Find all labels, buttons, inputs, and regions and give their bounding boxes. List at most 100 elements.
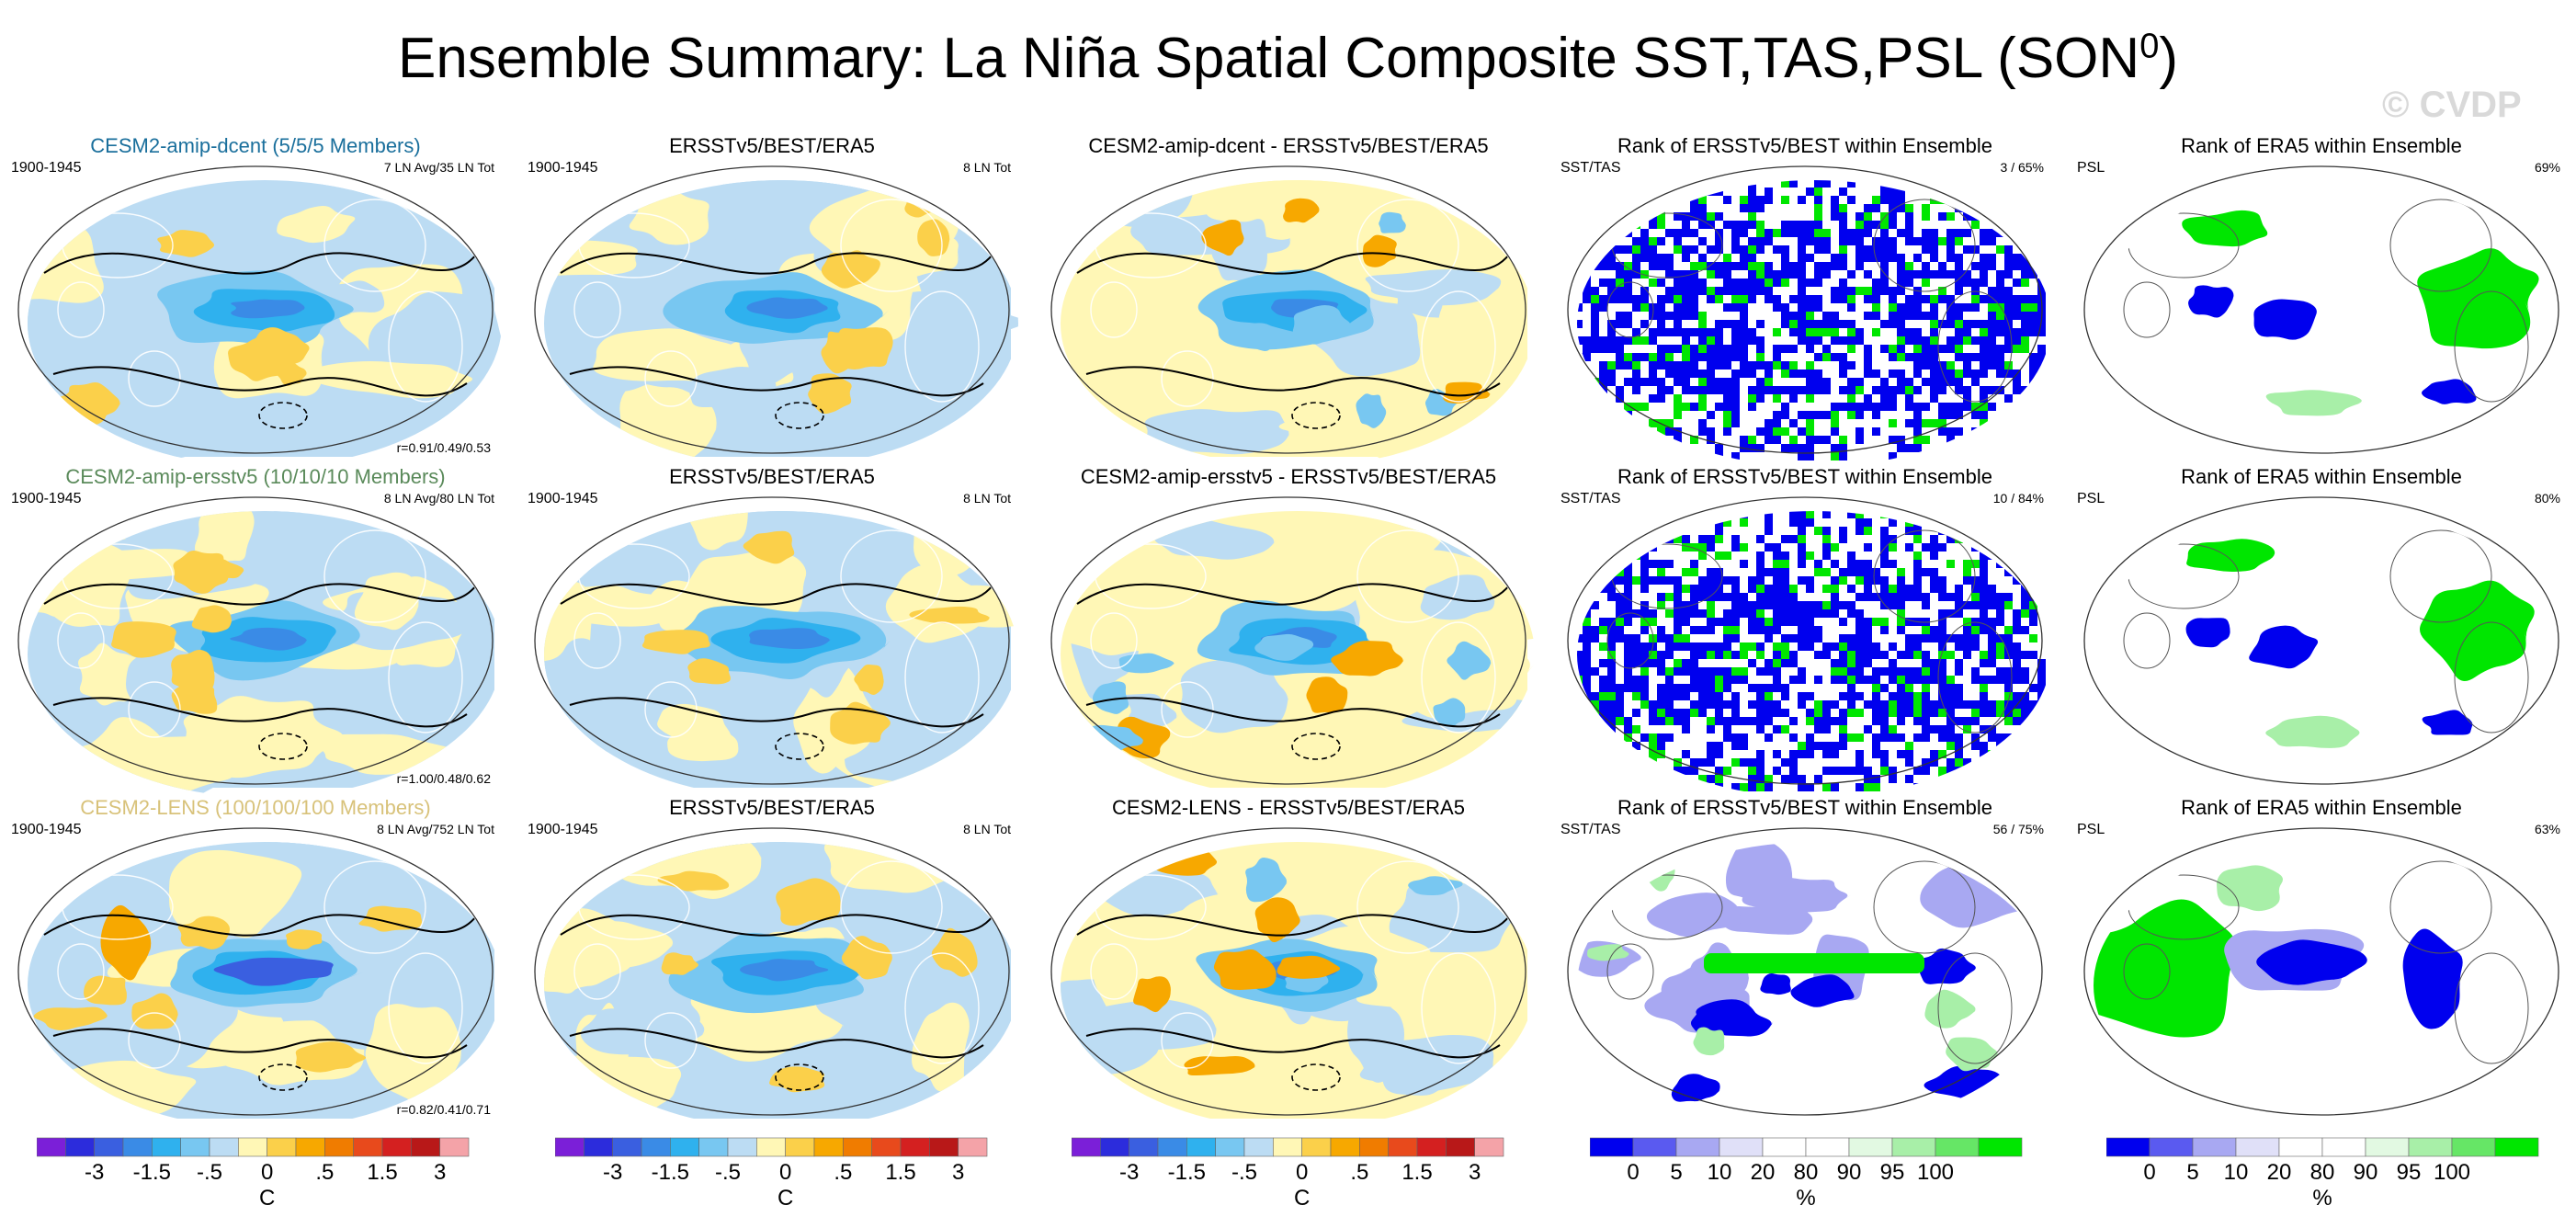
anomaly-patch	[112, 394, 199, 464]
anomaly-patch	[1143, 409, 1290, 455]
warm-patch	[833, 327, 893, 370]
global-map	[534, 165, 1018, 467]
warm-patch	[1362, 234, 1397, 267]
warm-patch	[131, 993, 179, 1029]
psl-contour	[1076, 583, 1510, 606]
panel-title: CESM2-LENS (100/100/100 Members)	[80, 796, 431, 819]
global-map	[1050, 165, 1527, 460]
warm-patch	[295, 1041, 369, 1073]
colorbar-swatch	[209, 1137, 239, 1157]
psl-negative-contour	[1291, 733, 1341, 760]
panel-title: CESM2-amip-dcent (5/5/5 Members)	[90, 134, 421, 157]
colorbar-tick-label: 0	[260, 1160, 274, 1185]
colorbar-swatch	[1215, 1137, 1245, 1157]
warm-patch	[191, 605, 233, 633]
psl-contour	[1085, 1028, 1501, 1059]
anomaly-patch	[657, 703, 732, 744]
panel-title: Rank of ERSSTv5/BEST within Ensemble	[1617, 796, 1992, 819]
colorbar-swatch	[1301, 1137, 1332, 1157]
map-border	[1050, 165, 1526, 454]
rank-light-blue-patch	[1646, 893, 1742, 937]
panel-left-label: 1900-1945	[528, 491, 598, 506]
anomaly-patch	[305, 361, 478, 399]
panel-left-label: PSL	[2077, 160, 2105, 176]
map-border	[2083, 827, 2559, 1116]
anomaly-patch	[1359, 1034, 1494, 1093]
anomaly-patch	[544, 638, 622, 713]
colorbar-swatch	[843, 1137, 872, 1157]
colorbar-swatch	[1186, 1137, 1216, 1157]
warm-patch	[743, 530, 795, 564]
warm-patch	[358, 905, 423, 932]
psl-contour	[52, 1028, 468, 1059]
anomaly-patch	[1389, 880, 1515, 953]
map-border	[1567, 827, 2043, 1116]
map-border	[1567, 496, 2043, 785]
psl-negative-contour	[775, 1063, 824, 1091]
anomaly-patch	[914, 511, 989, 576]
map-panel: Rank of ERA5 within Ensemble PSL 80%	[2073, 465, 2570, 791]
psl-contour	[569, 1028, 984, 1059]
pattern-correlation-label: r=1.00/0.48/0.62	[396, 771, 491, 786]
global-map	[1567, 827, 2044, 1119]
colorbar-tick-label: 1.5	[1401, 1160, 1433, 1185]
rank-green-region	[2420, 580, 2535, 682]
colorbar-swatch	[2408, 1137, 2453, 1157]
global-map	[1567, 165, 2046, 460]
panel-left-label: SST/TAS	[1560, 822, 1621, 837]
panel-title: ERSSTv5/BEST/ERA5	[669, 796, 875, 819]
anomaly-patch	[1154, 518, 1277, 560]
cold-tongue-core	[213, 957, 334, 986]
colorbar: 0 5 10 20 80 90 95 100%	[1590, 1136, 2031, 1219]
map-border	[1567, 165, 2043, 454]
panel-left-label: 1900-1945	[528, 160, 598, 176]
anomaly-patch	[78, 642, 141, 706]
cold-tongue-core	[746, 297, 830, 319]
map-border	[17, 165, 494, 454]
anomaly-patch	[365, 1004, 463, 1102]
warm-patch	[1292, 304, 1353, 345]
panel-left-label: PSL	[2077, 491, 2105, 506]
anomaly-patch	[203, 199, 259, 288]
psl-negative-contour	[258, 1063, 308, 1091]
warm-patch	[841, 936, 893, 980]
colorbar-tick-label: 80	[2309, 1160, 2335, 1185]
colorbar-swatch	[238, 1137, 267, 1157]
warm-patch	[1306, 677, 1348, 713]
global-map	[2083, 827, 2560, 1119]
anomaly-patch	[1365, 269, 1502, 306]
map-border	[17, 496, 494, 785]
colorbar-swatch	[1243, 1137, 1274, 1157]
rank-blue-region	[2422, 379, 2477, 404]
map-border	[17, 827, 494, 1116]
colorbar-swatch	[1388, 1137, 1418, 1157]
colorbar-unit-label: %	[2312, 1186, 2332, 1211]
anomaly-patch	[176, 696, 352, 779]
anomaly-patch	[1061, 180, 1119, 228]
map-panel: Rank of ERSSTv5/BEST within Ensemble SST/…	[1557, 796, 2053, 1122]
anomaly-patch	[688, 511, 749, 551]
rank-blue-patch	[1760, 973, 1791, 995]
colorbar-swatch	[1675, 1137, 1720, 1157]
colorbar: -3 -1.5 -.5 0 .5 1.5 3 C	[555, 1136, 996, 1219]
colorbar-swatch	[267, 1137, 297, 1157]
rank-blue-region	[2402, 928, 2463, 1029]
colorbar-swatch	[1978, 1137, 2023, 1157]
psl-contour	[1085, 366, 1501, 397]
anomaly-patch	[580, 1003, 708, 1055]
panel-title: CESM2-amip-ersstv5 (10/10/10 Members)	[65, 465, 446, 488]
indian-warm-patch	[33, 1006, 109, 1030]
colorbar-tick-label: 5	[2186, 1160, 2199, 1185]
rank-blue-patch	[1790, 974, 1855, 1007]
psl-negative-contour	[1291, 1063, 1341, 1091]
colorbar-tick-label: .5	[315, 1160, 335, 1185]
figure-title: Ensemble Summary: La Niña Spatial Compos…	[0, 26, 2576, 91]
colorbar-unit-label: C	[777, 1186, 794, 1211]
colorbar-swatch	[670, 1137, 699, 1157]
panel-right-label: 69%	[2534, 160, 2560, 175]
colorbar-swatch	[1273, 1137, 1302, 1157]
pattern-correlation-label: r=0.82/0.41/0.71	[396, 1102, 491, 1117]
psl-contour	[43, 914, 477, 937]
anomaly-patch	[544, 921, 675, 968]
map-border	[534, 827, 1010, 1116]
